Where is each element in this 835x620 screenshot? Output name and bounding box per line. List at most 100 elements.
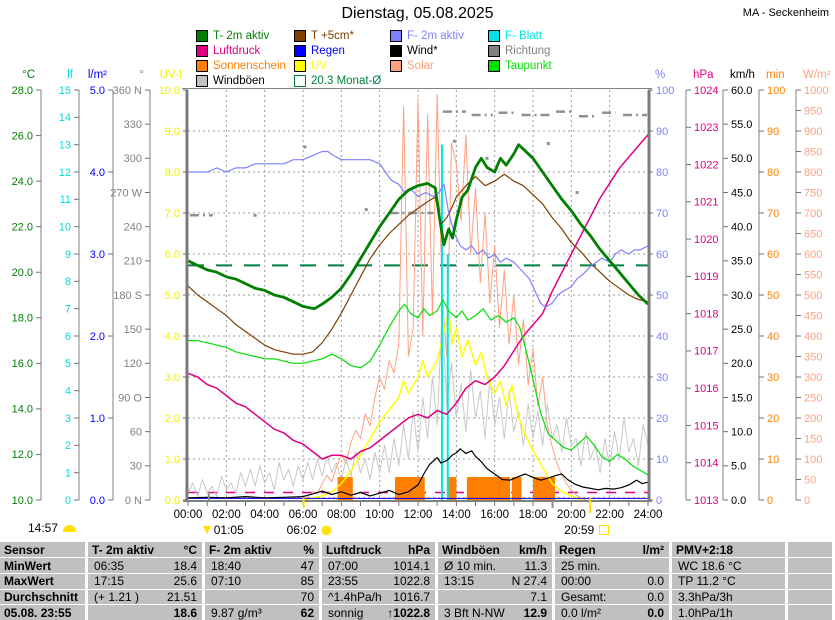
table-cell [788,589,832,604]
axis-left-l/m²: l/m² 5.0 4.0 3.0 2.0 1.0 0.0 [88,69,114,507]
svg-text:400: 400 [804,331,822,343]
series-uv [302,310,582,501]
x-tick-label: 24:00 [634,509,663,521]
legend-item-20-3-monat-[interactable]: 20.3 Monat-Ø [294,75,381,87]
svg-text:1017: 1017 [694,346,718,358]
legend-item-solar[interactable]: Solar [390,60,434,72]
svg-text:lf: lf [67,69,74,81]
svg-text:5: 5 [65,358,71,370]
svg-text:UV-I: UV-I [160,69,182,81]
svg-text:150: 150 [124,324,142,336]
table-cell: 3 Bft N-NW 12.9 [438,605,552,620]
svg-text:0 N: 0 N [125,495,142,507]
svg-text:30.0: 30.0 [731,290,752,302]
legend-item-regen[interactable]: Regen [294,45,345,57]
table-cell: 23:55 1022.8 [322,574,435,589]
table-header-cell: T- 2m aktiv °C [88,542,202,557]
legend-item-f-blatt[interactable]: F- Blatt [488,30,542,42]
series-f_blatt [440,144,449,500]
table-cell: MaxWert [0,574,85,589]
legend-item-t-5cm-[interactable]: T +5cm* [294,30,354,42]
legend-label: F- 2m aktiv [407,30,464,42]
table-cell: 05.08. 23:55 [0,605,85,620]
legend-swatch [294,60,306,72]
svg-text:15.0: 15.0 [731,392,752,404]
page-title: Dienstag, 05.08.2025 [341,5,494,22]
svg-text:250: 250 [804,392,822,404]
legend-item-luftdruck[interactable]: Luftdruck [196,45,260,57]
legend-item-taupunkt[interactable]: Taupunkt [488,60,552,72]
legend-label: Regen [311,45,345,57]
svg-text:750: 750 [804,187,822,199]
svg-text:14: 14 [59,112,71,124]
svg-text:26.0: 26.0 [12,130,33,142]
legend-item-f-2m-aktiv[interactable]: F- 2m aktiv [390,30,464,42]
svg-text:450: 450 [804,310,822,322]
svg-text:25.0: 25.0 [731,324,752,336]
table-cell: 13:15 N 27.4 [438,574,552,589]
svg-text:210: 210 [124,256,142,268]
svg-text:20: 20 [767,413,779,425]
table-cell: sonnig ↑1022.8 [322,605,435,620]
svg-text:60: 60 [130,426,142,438]
table-cell: 07:00 1014.1 [322,558,435,573]
table-cell: 25 min. [555,558,669,573]
legend-item-t-2m-aktiv[interactable]: T- 2m aktiv [196,30,269,42]
svg-text:28.0: 28.0 [12,85,33,97]
svg-text:900: 900 [804,126,822,138]
table-cell [788,574,832,589]
svg-text:11: 11 [60,194,71,206]
table-cell: ^1.4hPa/h 1016.7 [322,589,435,604]
svg-text:270 W: 270 W [110,187,142,199]
svg-text:70: 70 [767,208,779,220]
x-tick-label: 04:00 [250,509,279,521]
svg-text:20.0: 20.0 [731,358,752,370]
svg-text:30: 30 [656,372,668,384]
legend-label: Richtung [505,45,551,57]
svg-text:35.0: 35.0 [731,256,752,268]
moonset-time: 01:05 [213,523,244,537]
legend-label: T +5cm* [311,30,354,42]
svg-text:20: 20 [656,413,668,425]
svg-text:0.0: 0.0 [731,495,746,507]
axis-right-hPa: hPa 1024 1023 1022 1021 1020 1019 1018 1017 1016 1… [685,69,718,507]
svg-text:9: 9 [65,249,71,261]
legend-label: Windböen [213,75,265,87]
table-cell: Ø 10 min. 11.3 [438,558,552,573]
x-tick-label: 20:00 [557,509,586,521]
table-cell: 0.0 l/m² 0.0 [555,605,669,620]
table-header-cell: Regen l/m² [555,542,669,557]
svg-text:7.0: 7.0 [165,208,180,220]
axis-right-km/h: km/h 60.0 55.0 50.0 45.0 40.0 35.0 30.0 25.0 20.0… [722,69,755,507]
legend-item-richtung[interactable]: Richtung [488,45,550,57]
svg-text:22.0: 22.0 [12,221,33,233]
legend-swatch [196,60,208,72]
svg-text:min: min [766,69,785,81]
table-cell [788,605,832,620]
svg-text:12.0: 12.0 [12,449,33,461]
svg-text:90: 90 [767,126,779,138]
legend-item-windb-en[interactable]: Windböen [196,75,265,87]
svg-text:4: 4 [65,385,71,397]
svg-text:20.0: 20.0 [12,267,33,279]
svg-text:3: 3 [65,413,71,425]
series-t_2m [187,143,649,311]
legend-item-sonnenschein[interactable]: Sonnenschein [196,60,286,72]
legend-label: Luftdruck [213,45,261,57]
svg-text:90 O: 90 O [118,392,142,404]
svg-text:4.0: 4.0 [90,167,105,179]
svg-text:10.0: 10.0 [12,495,33,507]
axis-right-W/m²: W/m²100095090085080075070065060055050045… [795,69,831,507]
svg-text:°: ° [139,69,144,81]
svg-text:850: 850 [804,146,822,158]
legend-item-uv[interactable]: UV [294,60,327,72]
svg-text:1000: 1000 [804,85,828,97]
svg-text:60.0: 60.0 [731,85,752,97]
table-cell: (+ 1.21 ) 21.51 [88,589,202,604]
legend-label: Sonnenschein [213,60,286,72]
svg-text:10: 10 [59,221,71,233]
svg-text:50: 50 [656,290,668,302]
legend-item-wind-[interactable]: Wind* [390,45,438,57]
